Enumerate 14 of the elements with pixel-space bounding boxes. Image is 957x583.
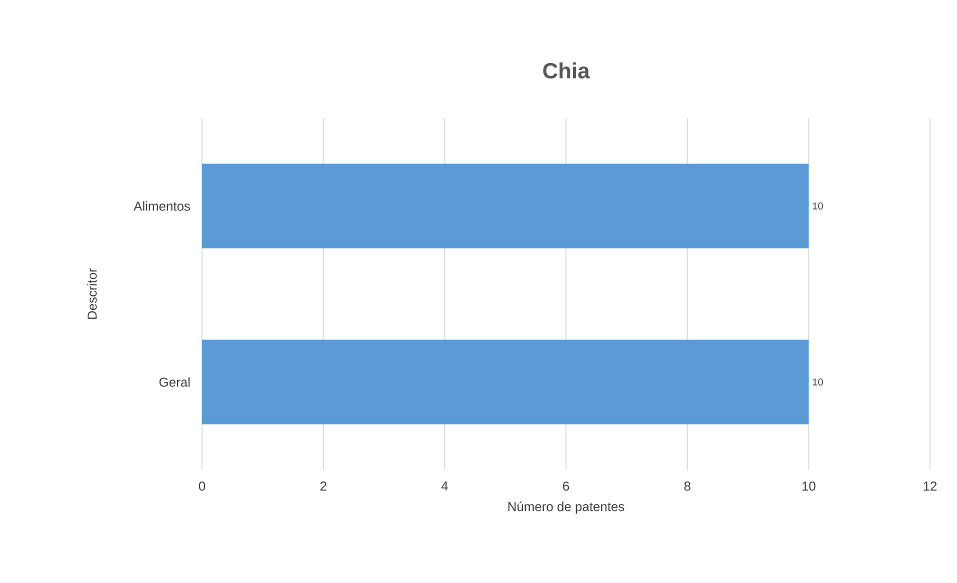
- x-axis-title: Número de patentes: [508, 502, 624, 514]
- x-tick-label: 0: [198, 482, 206, 491]
- x-tick-label: 8: [684, 482, 690, 491]
- x-tick-label: 6: [563, 482, 570, 491]
- x-tick-label: 2: [320, 482, 326, 491]
- y-tick-label: Geral: [159, 377, 190, 387]
- x-tick-label: 4: [441, 482, 448, 490]
- data-label: 10: [812, 378, 823, 386]
- x-tick-label: 10: [802, 482, 816, 491]
- y-tick-label: Alimentos: [134, 201, 190, 211]
- chart-title: Chia: [543, 62, 590, 79]
- y-axis-title: Descritor: [87, 268, 97, 319]
- data-label: 10: [812, 202, 823, 210]
- x-tick-label: 12: [924, 482, 937, 491]
